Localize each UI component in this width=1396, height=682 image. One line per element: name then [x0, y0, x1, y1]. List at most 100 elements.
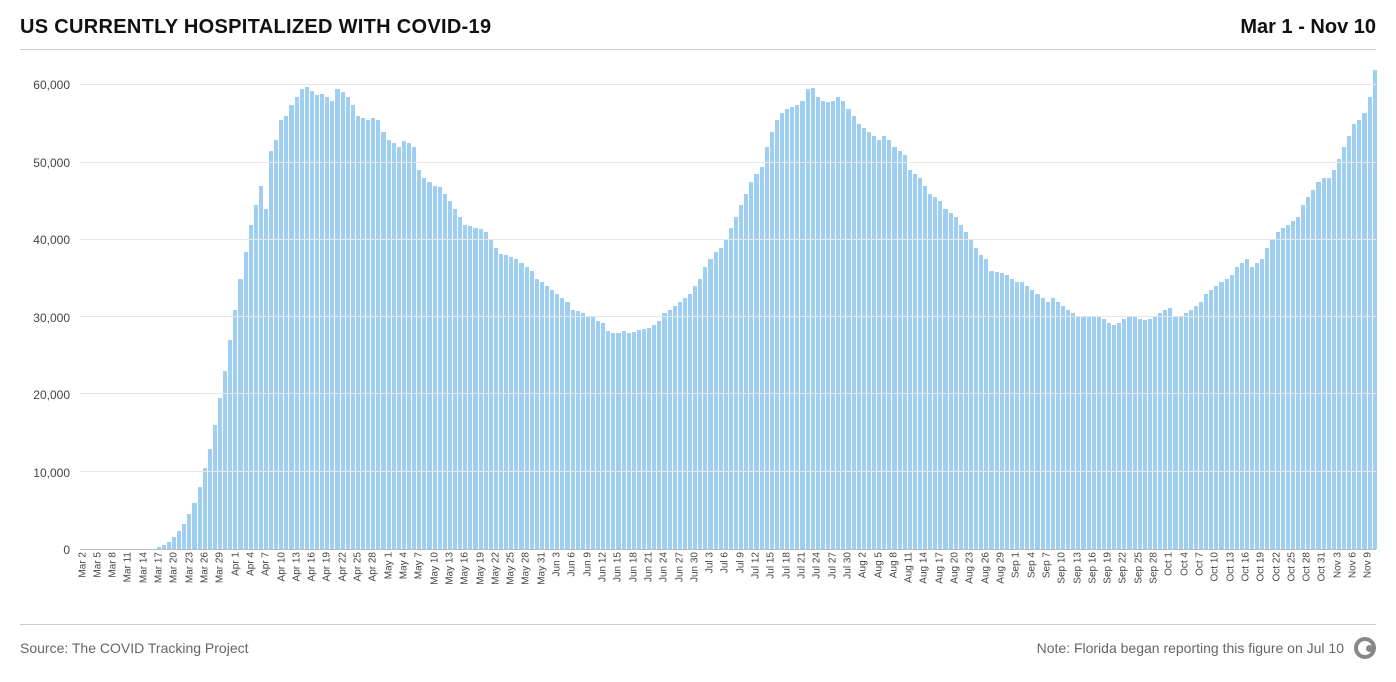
x-tick-label: Jun 15 [613, 552, 624, 582]
bar [949, 213, 953, 549]
bar [647, 328, 651, 549]
bar [1368, 97, 1372, 549]
x-tick-label: Jun 21 [643, 552, 654, 582]
bar [1209, 290, 1213, 549]
y-tick-label: 10,000 [33, 466, 70, 480]
bar [1306, 197, 1310, 549]
bar [903, 155, 907, 549]
bar [274, 140, 278, 549]
x-tick-label: Nov 6 [1348, 552, 1359, 578]
bar [673, 306, 677, 549]
x-tick-label: Apr 28 [368, 552, 379, 581]
bar [1347, 136, 1351, 549]
bar [984, 259, 988, 549]
bar [1107, 323, 1111, 549]
bar [555, 294, 559, 549]
bar [938, 201, 942, 549]
bar [1010, 279, 1014, 549]
bar [1240, 263, 1244, 549]
x-tick-label: Apr 16 [307, 552, 318, 581]
bar [484, 232, 488, 549]
bar [1122, 319, 1126, 549]
x-tick-label: May 28 [521, 552, 532, 585]
bar [1020, 282, 1024, 549]
bar [223, 371, 227, 549]
x-tick-label: Jun 12 [597, 552, 608, 582]
x-tick-label: Apr 1 [230, 552, 241, 576]
bar [157, 547, 161, 549]
bar [1138, 319, 1142, 549]
y-tick-label: 20,000 [33, 388, 70, 402]
bar [1194, 306, 1198, 549]
bar [438, 187, 442, 549]
bar [351, 105, 355, 549]
x-tick-label: Sep 22 [1118, 552, 1129, 584]
bar [862, 128, 866, 549]
x-tick-label: May 22 [490, 552, 501, 585]
bar [637, 330, 641, 549]
bar [1051, 298, 1055, 549]
bar [662, 313, 666, 549]
bar [494, 248, 498, 549]
bar [1061, 306, 1065, 549]
bar [918, 178, 922, 549]
bar [622, 331, 626, 549]
bar [611, 333, 615, 549]
x-tick-label: Jul 9 [735, 552, 746, 573]
bar [1015, 282, 1019, 549]
bar [1148, 319, 1152, 549]
x-tick-label: Jun 27 [674, 552, 685, 582]
bar [192, 503, 196, 549]
bar [530, 271, 534, 549]
bar [581, 313, 585, 549]
bar [1117, 323, 1121, 549]
x-tick-label: May 19 [475, 552, 486, 585]
bar [300, 89, 304, 549]
bar [468, 226, 472, 549]
x-tick-label: Oct 4 [1179, 552, 1190, 576]
x-tick-label: Jun 9 [582, 552, 593, 576]
bar [1092, 316, 1096, 549]
bar [744, 194, 748, 549]
bar [427, 182, 431, 549]
bar [1270, 240, 1274, 549]
bar [1301, 205, 1305, 549]
chart-date-range: Mar 1 - Nov 10 [1240, 16, 1376, 39]
bar [1102, 319, 1106, 549]
bar [1179, 317, 1183, 549]
x-tick-label: May 31 [536, 552, 547, 585]
footer-right: Note: Florida began reporting this figur… [1037, 637, 1376, 659]
bar [433, 186, 437, 549]
logo-icon [1354, 637, 1376, 659]
x-tick-label: Oct 1 [1164, 552, 1175, 576]
plot-area [80, 70, 1376, 550]
x-tick-label: Apr 22 [337, 552, 348, 581]
bar [279, 120, 283, 549]
bar [632, 332, 636, 549]
bar [264, 209, 268, 549]
grid-line [80, 239, 1376, 240]
bar [913, 174, 917, 549]
x-tick-label: Nov 9 [1363, 552, 1374, 578]
x-tick-label: Oct 16 [1240, 552, 1251, 581]
bar [1071, 313, 1075, 549]
bar [1112, 325, 1116, 549]
bar [1296, 217, 1300, 549]
bar [335, 89, 339, 549]
x-tick-label: Jul 3 [705, 552, 716, 573]
bar [616, 333, 620, 549]
x-tick-label: Mar 5 [92, 552, 103, 578]
bar [908, 170, 912, 549]
bar [361, 118, 365, 549]
bar [1173, 316, 1177, 549]
bar [381, 132, 385, 549]
bar [652, 325, 656, 549]
bar [310, 91, 314, 549]
bar [1352, 124, 1356, 549]
bar [1081, 316, 1085, 549]
bar [1316, 182, 1320, 549]
bar [295, 97, 299, 549]
x-tick-label: Oct 31 [1317, 552, 1328, 581]
x-tick-label: May 16 [460, 552, 471, 585]
bar [1025, 286, 1029, 549]
